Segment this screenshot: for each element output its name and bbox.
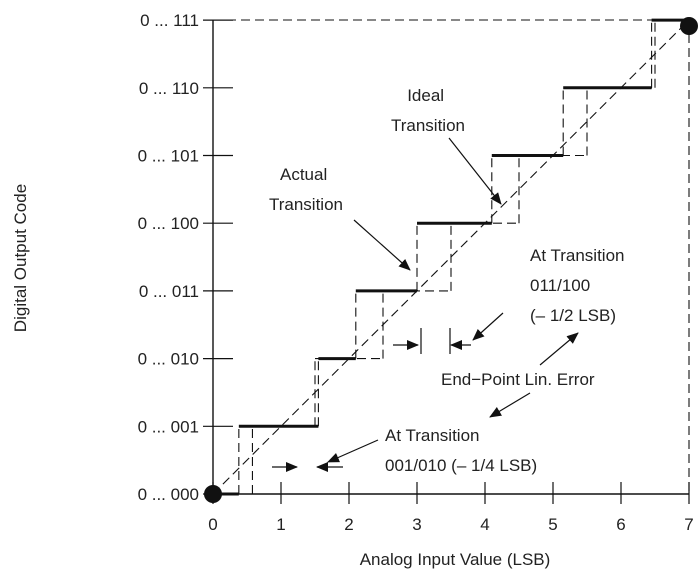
endpoint-arrow-up	[539, 332, 579, 366]
at-transition-011-100-label: At Transition 011/100 (– 1/2 LSB)	[530, 246, 629, 325]
endpoint-marker-start	[204, 485, 222, 503]
x-tick-label: 0	[208, 515, 217, 534]
x-tick-label: 3	[412, 515, 421, 534]
ideal-transition-arrow	[448, 137, 502, 205]
plot-frame	[212, 19, 690, 495]
y-ticks: 0 ... 000 0 ... 001 0 ... 010 0 ... 011 0 ..…	[138, 11, 233, 504]
x-axis-title: Analog Input Value (LSB)	[360, 550, 551, 569]
endpoint-arrow-down	[489, 392, 531, 418]
y-axis-title: Digital Output Code	[11, 184, 30, 332]
at-001-010-arrow	[327, 439, 379, 463]
at-011-100-arrow	[472, 312, 504, 341]
x-tick-label: 4	[480, 515, 489, 534]
y-tick-label: 0 ... 101	[138, 147, 199, 166]
end-point-lin-error-label: End−Point Lin. Error	[441, 370, 595, 389]
x-tick-label: 1	[276, 515, 285, 534]
y-tick-label: 0 ... 000	[138, 485, 199, 504]
y-tick-label: 0 ... 111	[140, 11, 199, 30]
x-tick-label: 7	[684, 515, 693, 534]
x-tick-label: 2	[344, 515, 353, 534]
actual-transition-arrow	[353, 219, 411, 271]
at-transition-001-010-label: At Transition 001/010 (– 1/4 LSB)	[385, 426, 537, 475]
y-tick-label: 0 ... 011	[139, 282, 199, 301]
ideal-transition-label: Ideal Transition	[391, 86, 465, 135]
x-ticks: 0 1 2 3 4 5 6 7	[208, 482, 694, 534]
y-tick-label: 0 ... 010	[138, 350, 199, 369]
x-tick-label: 5	[548, 515, 557, 534]
y-tick-label: 0 ... 001	[138, 417, 199, 436]
endpoint-marker-end	[680, 17, 698, 35]
y-tick-label: 0 ... 110	[139, 79, 199, 98]
actual-transition-label: Actual Transition	[269, 165, 343, 214]
x-tick-label: 6	[616, 515, 625, 534]
y-tick-label: 0 ... 100	[138, 214, 199, 233]
transition-011-100-width-arrows	[393, 328, 471, 354]
